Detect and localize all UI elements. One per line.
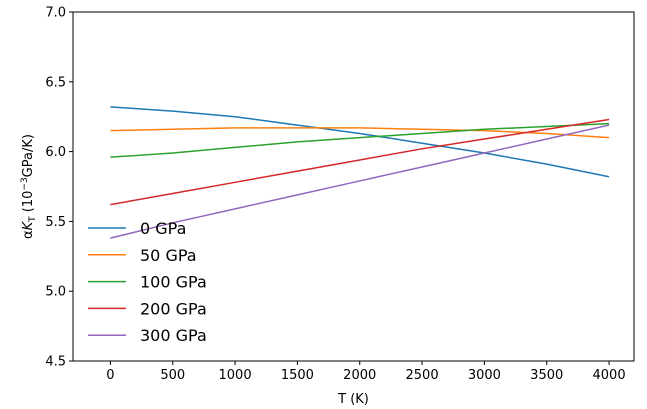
y-label-exponent: −3 (20, 177, 30, 190)
y-label-units-close: GPa/K) (21, 134, 36, 177)
x-tick-label: 1000 (219, 368, 252, 383)
x-axis-label: T (K) (337, 392, 369, 407)
series-line-4 (110, 124, 610, 239)
x-tick-label: 2000 (343, 368, 376, 383)
ticks-layer: 0 500 1000 1500 2000 2500 3000 3500 4000 4.5 5.0 5.… (45, 6, 625, 384)
legend-label-3: 200 GPa (140, 299, 207, 318)
series-layer (110, 106, 610, 239)
legend-label-4: 300 GPa (140, 326, 207, 345)
y-axis-label: αKT (10−3GPa/K) (20, 134, 38, 239)
legend-label-1: 50 GPa (140, 246, 197, 265)
series-line-3 (110, 118, 610, 206)
legend-label-2: 100 GPa (140, 273, 207, 292)
x-tick-label: 2500 (406, 368, 439, 383)
series-line-2 (110, 122, 610, 158)
x-tick-label: 3500 (530, 368, 563, 383)
y-label-subscript: T (28, 216, 38, 223)
plot-frame (72, 11, 635, 362)
series-line-0 (110, 106, 610, 178)
x-tick-label: 3000 (468, 368, 501, 383)
y-tick-label: 4.5 (45, 355, 66, 370)
x-tick-label: 4000 (593, 368, 626, 383)
y-label-prefix: α (21, 230, 36, 239)
y-label-units-open: (10 (21, 191, 36, 217)
x-tick-label: 1500 (281, 368, 314, 383)
x-tick-label: 500 (160, 368, 185, 383)
legend-label-0: 0 GPa (140, 219, 186, 238)
y-label-symbol: K (21, 220, 36, 230)
y-tick-label: 5.5 (45, 215, 66, 230)
legend: 0 GPa 50 GPa 100 GPa 200 GPa 300 GPa (88, 219, 207, 345)
y-tick-label: 6.0 (45, 145, 66, 160)
y-tick-label: 6.5 (45, 75, 66, 90)
x-tick-label: 0 (106, 368, 114, 383)
y-tick-label: 5.0 (45, 285, 66, 300)
y-tick-label: 7.0 (45, 6, 66, 21)
